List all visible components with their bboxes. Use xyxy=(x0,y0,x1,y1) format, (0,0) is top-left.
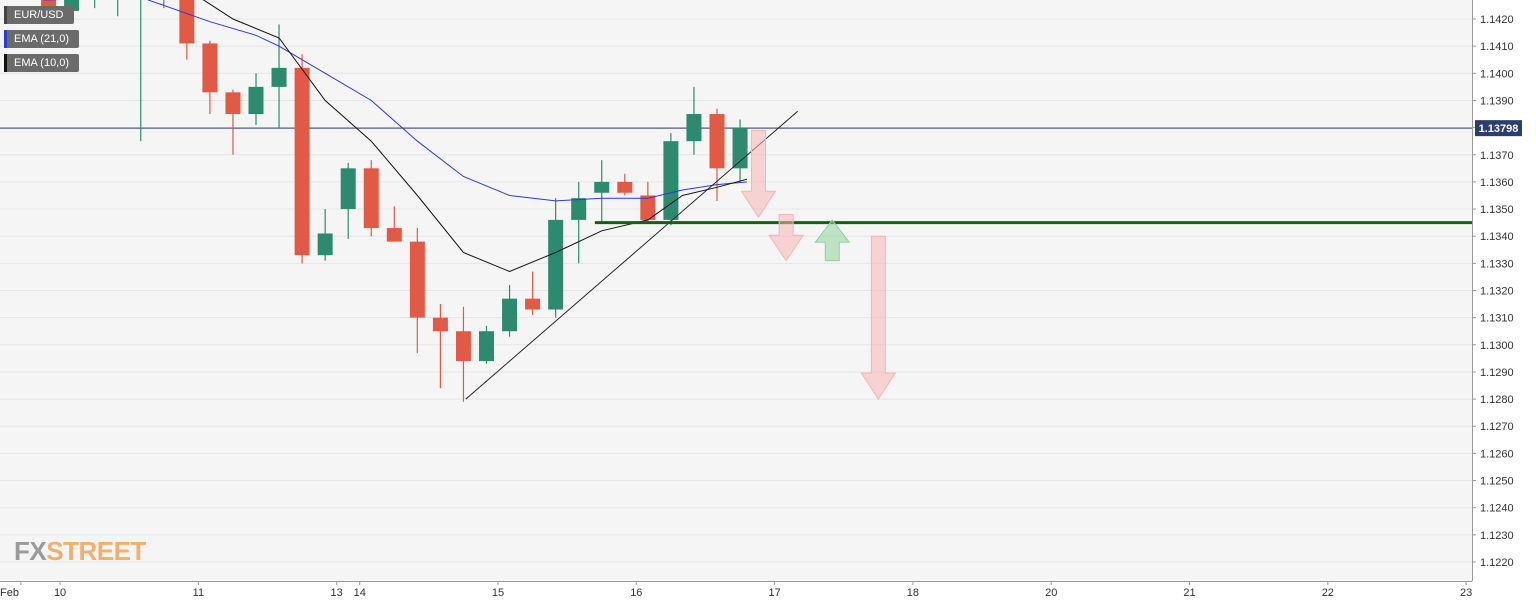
candle-body xyxy=(548,219,564,310)
candle-body xyxy=(409,241,425,318)
y-tick-label: 1.1370 xyxy=(1480,150,1514,162)
arrow-up xyxy=(814,219,851,262)
y-tick-label: 1.1300 xyxy=(1480,340,1514,352)
candle-body xyxy=(709,114,725,169)
legend-eurusd-label: EUR/USD xyxy=(14,9,64,21)
y-tick-label: 1.1420 xyxy=(1480,14,1514,26)
y-tick-label: 1.1220 xyxy=(1480,557,1514,569)
y-tick-label: 1.1230 xyxy=(1480,530,1514,542)
y-tick-label: 1.1250 xyxy=(1480,476,1514,488)
trendline xyxy=(465,110,799,400)
candle-body xyxy=(248,86,264,115)
y-tick-label: 1.1270 xyxy=(1480,421,1514,433)
x-tick-label: 15 xyxy=(492,587,504,599)
y-tick-label: 1.1340 xyxy=(1480,231,1514,243)
legend-ema10-swatch xyxy=(4,54,7,72)
candle-body xyxy=(525,298,541,310)
y-tick-label: 1.1280 xyxy=(1480,394,1514,406)
candle-body xyxy=(363,168,379,229)
candle-body xyxy=(225,92,241,115)
x-tick-label: 21 xyxy=(1183,587,1195,599)
y-axis-panel xyxy=(1472,0,1536,604)
y-tick-label: 1.1350 xyxy=(1480,204,1514,216)
candle-body xyxy=(340,168,356,210)
ema10-line xyxy=(202,0,748,273)
y-tick-label: 1.1310 xyxy=(1480,313,1514,325)
legend-ema10[interactable]: EMA (10,0) xyxy=(4,54,80,72)
y-tick-label: 1.1260 xyxy=(1480,448,1514,460)
legend-ema21-label: EMA (21,0) xyxy=(14,33,70,45)
x-tick-label: 10 xyxy=(54,587,66,599)
y-tick-label: 1.1410 xyxy=(1480,41,1514,53)
candle-body xyxy=(386,228,402,242)
x-tick-label: 18 xyxy=(907,587,919,599)
candle-body xyxy=(502,298,518,332)
candle-body xyxy=(663,141,679,220)
legend-ema21[interactable]: EMA (21,0) xyxy=(4,30,80,48)
x-tick-label: 17 xyxy=(769,587,781,599)
candle-body xyxy=(594,181,610,193)
candle-body xyxy=(686,114,702,142)
legend-ema21-swatch xyxy=(4,30,7,48)
x-axis-panel xyxy=(0,581,1536,604)
y-tick-label: 1.1390 xyxy=(1480,95,1514,107)
legend-eurusd[interactable]: EUR/USD xyxy=(4,6,74,24)
candle-body xyxy=(455,331,471,362)
x-tick-label: 13 xyxy=(331,587,343,599)
x-tick-label: 23 xyxy=(1460,587,1472,599)
x-tick-label: Feb xyxy=(0,587,19,599)
candle-body xyxy=(202,43,218,93)
current-price-tag xyxy=(1475,120,1522,137)
candle-body xyxy=(41,0,57,11)
candle-body xyxy=(571,198,587,220)
candle-body xyxy=(640,195,656,220)
y-tick-label: 1.1240 xyxy=(1480,503,1514,515)
current-price-label: 1.13798 xyxy=(1479,123,1519,135)
arrow-down xyxy=(740,129,777,219)
y-tick-label: 1.1400 xyxy=(1480,68,1514,80)
y-tick-label: 1.1320 xyxy=(1480,286,1514,298)
ema21-line xyxy=(43,0,748,202)
y-tick-label: 1.1360 xyxy=(1480,177,1514,189)
arrow-down xyxy=(768,213,805,262)
arrow-down xyxy=(860,235,897,401)
candle-body xyxy=(432,317,448,332)
candle-body xyxy=(317,233,333,256)
candle-body xyxy=(617,181,633,193)
candle-body xyxy=(294,67,310,256)
candle-body xyxy=(64,0,80,11)
candle-body xyxy=(179,0,195,44)
y-tick-label: 1.1330 xyxy=(1480,258,1514,270)
y-tick-label: 1.1290 xyxy=(1480,367,1514,379)
x-tick-label: 20 xyxy=(1045,587,1057,599)
x-tick-label: 22 xyxy=(1322,587,1334,599)
candle-body xyxy=(732,127,748,169)
candle-body xyxy=(271,67,287,87)
legend-ema10-label: EMA (10,0) xyxy=(14,57,70,69)
legend-eurusd-swatch xyxy=(4,6,7,24)
x-tick-label: 16 xyxy=(630,587,642,599)
fxstreet-logo: FXSTREET xyxy=(14,536,146,566)
x-tick-label: 11 xyxy=(193,587,204,599)
candle-body xyxy=(479,331,494,362)
x-tick-label: 14 xyxy=(354,587,366,599)
